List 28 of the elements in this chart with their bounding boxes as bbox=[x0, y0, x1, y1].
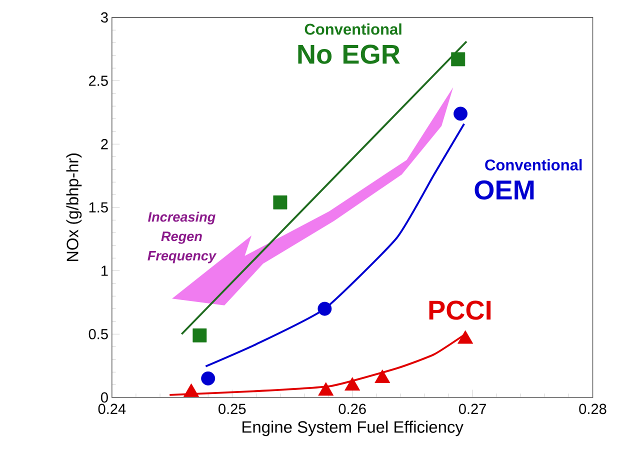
annotation: Increasing Regen Frequency bbox=[148, 212, 217, 264]
x-tick-label: 0.25 bbox=[218, 404, 246, 414]
y-tick-label: 1 bbox=[102, 266, 108, 276]
annotation: Conventional bbox=[304, 23, 402, 35]
y-tick-label: 0 bbox=[100, 392, 108, 402]
y-tick-label: 2.5 bbox=[89, 75, 108, 86]
x-tick-label: 0.27 bbox=[458, 404, 486, 414]
point bbox=[273, 195, 288, 210]
y-tick-label: 1.5 bbox=[89, 202, 108, 212]
annotation: OEM bbox=[474, 180, 534, 200]
y-tick-label: 2 bbox=[101, 138, 108, 150]
x-tick-label: 0.24 bbox=[98, 404, 126, 414]
point bbox=[374, 369, 390, 383]
y-tick-label: 3 bbox=[100, 12, 108, 22]
annotation: PCCI bbox=[429, 300, 491, 320]
point bbox=[451, 52, 466, 66]
point bbox=[184, 383, 200, 397]
point bbox=[454, 106, 468, 121]
annotation: Conventional bbox=[485, 158, 582, 170]
x-tick-label: 0.28 bbox=[579, 404, 606, 414]
point bbox=[458, 330, 474, 344]
annotation: No EGR bbox=[298, 44, 400, 64]
point bbox=[344, 376, 360, 390]
y-tick-label: 0.5 bbox=[88, 328, 108, 340]
y-axis-title: NOx (g/bhp-hr) bbox=[66, 153, 82, 261]
x-tick-label: 0.26 bbox=[338, 404, 366, 414]
point bbox=[318, 382, 334, 396]
x-axis-title: Engine System Fuel Efficiency bbox=[242, 420, 464, 436]
